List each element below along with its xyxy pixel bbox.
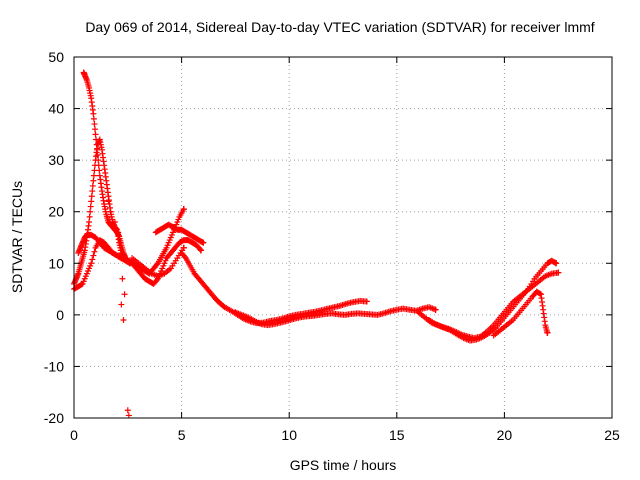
- data-point: [197, 247, 204, 254]
- data-point: [89, 182, 96, 189]
- series-track-h-dip2: [426, 269, 562, 342]
- data-point: [91, 126, 98, 133]
- y-tick-label: -20: [44, 410, 64, 426]
- data-point: [88, 193, 95, 200]
- data-point: [89, 188, 96, 195]
- x-tick-labels: 0 5 10 15 20 25: [70, 427, 620, 443]
- y-tick-label: 10: [48, 255, 64, 271]
- data-point: [180, 206, 187, 213]
- data-point: [107, 208, 114, 215]
- data-point: [536, 290, 543, 297]
- x-tick-label: 20: [497, 427, 513, 443]
- data-point: [90, 177, 97, 184]
- y-tick-label: 20: [48, 204, 64, 220]
- data-point: [91, 162, 98, 169]
- data-point: [120, 317, 127, 324]
- series-track-d-mid: [75, 231, 125, 262]
- x-tick-label: 25: [604, 427, 620, 443]
- data-point: [118, 301, 125, 308]
- y-tick-label: 0: [56, 307, 64, 323]
- data-point: [124, 407, 131, 414]
- data-point: [87, 203, 94, 210]
- grid: [74, 57, 612, 418]
- data-point: [105, 198, 112, 205]
- data-point: [90, 172, 97, 179]
- data-point: [87, 208, 94, 215]
- data-point: [126, 260, 133, 267]
- data-point: [555, 269, 562, 276]
- data-point: [121, 291, 128, 298]
- data-point: [553, 260, 560, 267]
- data-point: [118, 255, 125, 262]
- series-track-f-flat: [232, 304, 439, 329]
- data-point: [117, 254, 124, 261]
- x-axis-title: GPS time / hours: [290, 457, 397, 473]
- data-point: [91, 167, 98, 174]
- data-point: [90, 115, 97, 122]
- data-point: [180, 244, 187, 251]
- data-point: [181, 253, 188, 260]
- data-point: [153, 261, 160, 268]
- data-point: [91, 121, 98, 128]
- y-tick-label: 30: [48, 152, 64, 168]
- data-point: [86, 213, 93, 220]
- x-tick-label: 0: [70, 427, 78, 443]
- series-track-k-peak2: [152, 221, 207, 246]
- data-point: [544, 329, 551, 336]
- data-point: [88, 260, 95, 267]
- data-point: [90, 252, 97, 259]
- series-track-j-bump: [129, 244, 187, 280]
- y-tick-label: 40: [48, 101, 64, 117]
- x-tick-label: 15: [389, 427, 405, 443]
- y-axis-title: SDTVAR / TECUs: [9, 181, 25, 293]
- data-point: [88, 198, 95, 205]
- data-point: [86, 219, 93, 226]
- series-track-i-tail: [490, 288, 551, 339]
- data-point: [92, 131, 99, 138]
- data-point: [78, 281, 85, 288]
- y-tick-labels: -20 -10 0 10 20 30 40 50: [44, 49, 64, 426]
- data-point: [90, 110, 97, 117]
- data-points: [71, 69, 562, 419]
- data-point: [432, 306, 439, 313]
- chart-title: Day 069 of 2014, Sidereal Day-to-day VTE…: [85, 19, 594, 35]
- data-point: [196, 246, 203, 253]
- y-tick-label: 50: [48, 49, 64, 65]
- data-point: [199, 239, 206, 246]
- y-tick-label: -10: [44, 358, 64, 374]
- data-point: [115, 229, 122, 236]
- data-point: [125, 412, 132, 419]
- data-point: [117, 239, 124, 246]
- x-tick-label: 10: [281, 427, 297, 443]
- data-point: [200, 239, 207, 246]
- x-tick-label: 5: [178, 427, 186, 443]
- data-point: [111, 219, 118, 226]
- data-point: [551, 259, 558, 266]
- axis-ticks: [73, 56, 613, 419]
- data-point: [91, 248, 98, 255]
- data-point: [89, 256, 96, 263]
- data-point: [119, 275, 126, 282]
- plot-frame: [73, 56, 613, 419]
- data-point: [125, 259, 132, 266]
- series-outliers: [105, 198, 132, 419]
- data-point: [363, 298, 370, 305]
